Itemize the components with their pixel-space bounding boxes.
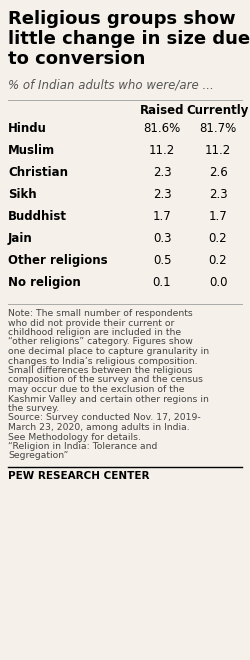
Text: No religion: No religion xyxy=(8,276,81,289)
Text: 81.6%: 81.6% xyxy=(144,122,180,135)
Text: 2.3: 2.3 xyxy=(153,188,171,201)
Text: 0.2: 0.2 xyxy=(209,232,227,245)
Text: “Religion in India: Tolerance and: “Religion in India: Tolerance and xyxy=(8,442,158,451)
Text: 0.2: 0.2 xyxy=(209,254,227,267)
Text: Kashmir Valley and certain other regions in: Kashmir Valley and certain other regions… xyxy=(8,395,209,403)
Text: Note: The small number of respondents: Note: The small number of respondents xyxy=(8,309,193,318)
Text: 0.1: 0.1 xyxy=(153,276,171,289)
Text: childhood religion are included in the: childhood religion are included in the xyxy=(8,328,181,337)
Text: who did not provide their current or: who did not provide their current or xyxy=(8,319,174,327)
Text: Raised: Raised xyxy=(140,104,184,117)
Text: may occur due to the exclusion of the: may occur due to the exclusion of the xyxy=(8,385,184,394)
Text: Jain: Jain xyxy=(8,232,33,245)
Text: 2.3: 2.3 xyxy=(153,166,171,179)
Text: composition of the survey and the census: composition of the survey and the census xyxy=(8,376,203,385)
Text: PEW RESEARCH CENTER: PEW RESEARCH CENTER xyxy=(8,471,150,481)
Text: Currently: Currently xyxy=(187,104,249,117)
Text: Muslim: Muslim xyxy=(8,144,55,157)
Text: Buddhist: Buddhist xyxy=(8,210,67,223)
Text: 0.3: 0.3 xyxy=(153,232,171,245)
Text: little change in size due: little change in size due xyxy=(8,30,250,48)
Text: March 23, 2020, among adults in India.: March 23, 2020, among adults in India. xyxy=(8,423,190,432)
Text: the survey.: the survey. xyxy=(8,404,59,413)
Text: % of Indian adults who were/are ...: % of Indian adults who were/are ... xyxy=(8,78,214,91)
Text: changes to India’s religious composition.: changes to India’s religious composition… xyxy=(8,356,198,366)
Text: 11.2: 11.2 xyxy=(149,144,175,157)
Text: Sikh: Sikh xyxy=(8,188,36,201)
Text: 0.5: 0.5 xyxy=(153,254,171,267)
Text: 1.7: 1.7 xyxy=(152,210,172,223)
Text: 2.3: 2.3 xyxy=(209,188,227,201)
Text: “other religions” category. Figures show: “other religions” category. Figures show xyxy=(8,337,193,346)
Text: Other religions: Other religions xyxy=(8,254,108,267)
Text: Hindu: Hindu xyxy=(8,122,47,135)
Text: 81.7%: 81.7% xyxy=(200,122,236,135)
Text: 1.7: 1.7 xyxy=(208,210,228,223)
Text: 11.2: 11.2 xyxy=(205,144,231,157)
Text: to conversion: to conversion xyxy=(8,50,145,68)
Text: Christian: Christian xyxy=(8,166,68,179)
Text: 0.0: 0.0 xyxy=(209,276,227,289)
Text: 2.6: 2.6 xyxy=(208,166,228,179)
Text: Source: Survey conducted Nov. 17, 2019-: Source: Survey conducted Nov. 17, 2019- xyxy=(8,414,201,422)
Text: See Methodology for details.: See Methodology for details. xyxy=(8,432,141,442)
Text: Segregation”: Segregation” xyxy=(8,451,68,461)
Text: Small differences between the religious: Small differences between the religious xyxy=(8,366,192,375)
Text: Religious groups show: Religious groups show xyxy=(8,10,235,28)
Text: one decimal place to capture granularity in: one decimal place to capture granularity… xyxy=(8,347,209,356)
